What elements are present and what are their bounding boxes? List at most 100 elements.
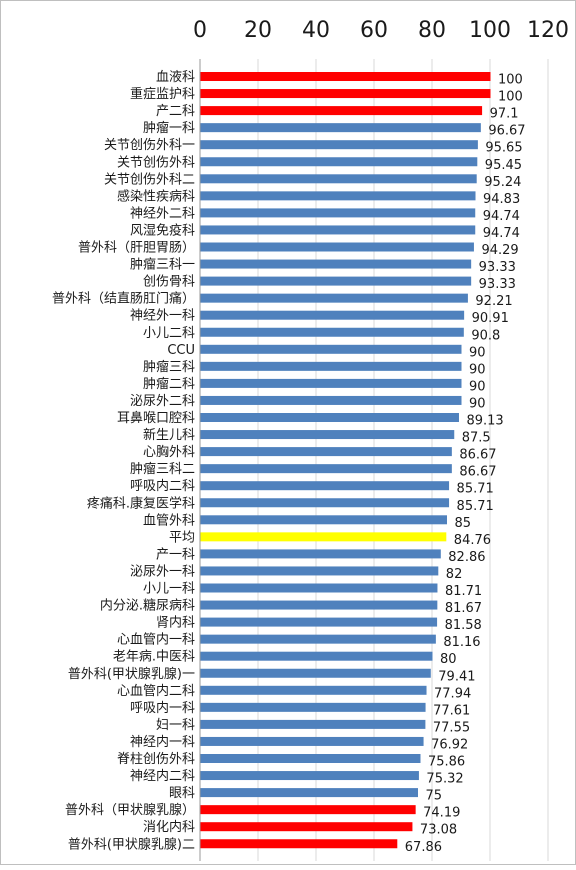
category-label: 风湿免疫科 [130,222,195,238]
data-label: 75.86 [428,755,465,770]
bar [200,174,477,184]
data-label: 90 [469,379,486,394]
category-label: 消化内科 [143,819,195,835]
data-label: 77.61 [433,703,470,718]
bar [200,413,459,422]
x-axis-ticks: 0 20 40 60 80 100 120 [193,18,569,43]
data-label: 94.83 [483,192,520,207]
category-label: 创伤骨科 [143,275,195,290]
category-label: 内分泌.糖尿病科 [100,598,195,614]
category-labels: 血液科重症监护科产二科肿瘤一科关节创伤外科一关节创伤外科关节创伤外科二感染性疾病… [52,70,195,852]
data-label: 85.71 [457,499,494,514]
data-label: 86.67 [459,448,496,463]
data-label: 82.86 [448,550,485,565]
bar [200,293,468,303]
bar [200,310,465,320]
category-label: 肿瘤三科 [143,359,195,375]
data-label: 75.32 [426,772,463,787]
bar [200,344,462,354]
category-label: 关节创伤外科二 [104,172,195,187]
category-label: 呼吸内二科 [130,478,195,494]
category-label: 关节创伤外科 [117,155,195,170]
category-label: 普外科(甲状腺乳腺)二 [68,837,195,852]
data-label: 79.41 [438,669,475,684]
category-label: 肾内科 [156,615,195,631]
data-label: 81.67 [445,601,482,616]
x-tick-label: 100 [469,18,511,43]
data-label: 80 [440,652,457,667]
data-label: 74.19 [423,806,460,821]
bar [200,276,472,286]
data-label: 81.16 [443,635,480,650]
data-label: 86.67 [459,465,496,480]
data-label: 90.8 [471,328,500,343]
data-label: 90 [469,362,486,377]
category-label: 心血管内一科 [117,632,195,648]
bar [200,839,398,849]
category-label: 关节创伤外科一 [104,138,195,153]
category-label: CCU [167,343,195,358]
bar [200,719,426,729]
data-label: 76.92 [431,737,468,752]
category-label: 耳鼻喉口腔科 [117,410,195,426]
bar [200,191,476,201]
bar [200,668,431,678]
data-label: 89.13 [466,414,503,429]
bar [200,754,421,763]
bar [200,378,462,388]
category-label: 重症监护科 [130,86,195,102]
bar [200,140,478,150]
data-label: 77.94 [434,686,471,701]
category-label: 普外科（结直肠肛门痛） [52,291,195,307]
data-label: 77.55 [433,720,470,735]
category-label: 产二科 [156,104,195,119]
data-label: 90 [469,345,486,360]
data-label: 82 [446,567,463,582]
bar [200,259,472,269]
data-label: 84.76 [454,533,491,548]
data-label: 93.33 [479,277,516,292]
data-label: 75 [426,789,443,804]
category-label: 脊柱创伤外科 [117,752,195,767]
bar [200,634,436,644]
bar [200,481,450,491]
x-tick-label: 60 [360,18,388,43]
category-label: 普外科(甲状腺乳腺)一 [68,667,195,682]
category-label: 神经外二科 [130,206,195,221]
category-label: 老年病.中医科 [113,650,195,665]
bar [200,600,438,610]
category-label: 神经外一科 [130,309,195,324]
bar [200,225,476,235]
bar [200,327,464,337]
data-label: 95.65 [485,141,522,156]
category-label: 感染性疾病科 [117,188,195,204]
bar [200,685,427,695]
bar [200,157,478,167]
bar [200,805,416,815]
category-label: 呼吸内一科 [130,700,195,716]
bar [200,822,413,832]
bar [200,651,433,661]
category-label: 平均 [169,530,195,545]
category-label: 神经内一科 [130,734,195,750]
bar [200,106,483,116]
bar [200,515,447,525]
x-tick-label: 0 [193,18,207,43]
data-label: 85 [455,516,472,531]
category-label: 血管外科 [143,513,195,528]
category-label: 泌尿外一科 [130,564,195,579]
category-label: 心血管内二科 [117,683,195,699]
bar [200,395,462,405]
data-label: 73.08 [420,823,457,838]
data-label: 95.45 [485,158,522,173]
bar [200,447,452,457]
category-label: 妇一科 [156,717,195,733]
data-label: 90.91 [472,311,509,326]
bar [200,549,441,559]
data-label: 94.29 [481,243,518,258]
category-label: 神经内二科 [130,768,195,784]
category-label: 肿瘤二科 [143,376,195,392]
category-label: 心胸外科 [143,445,195,460]
